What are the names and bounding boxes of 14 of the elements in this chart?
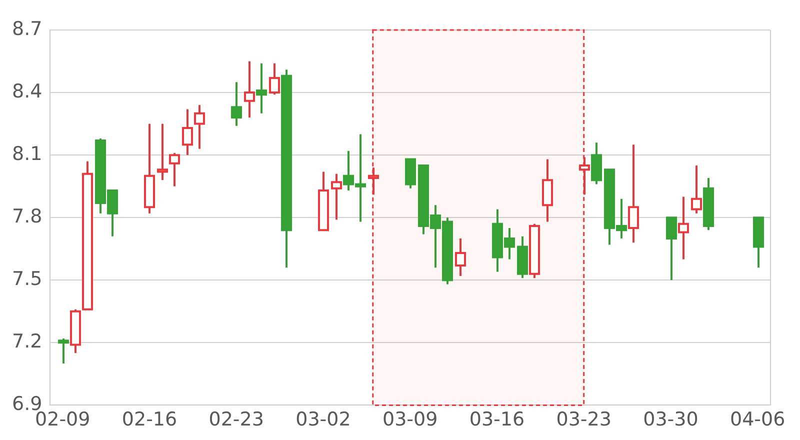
x-tick-label: 03-02 [296,408,351,431]
x-tick-label: 02-16 [122,408,178,431]
x-tick-label: 02-23 [208,408,264,431]
y-tick-label: 7.8 [12,206,42,228]
x-tick-label: 03-09 [382,408,438,431]
y-tick-label: 8.4 [12,80,42,102]
x-tick-label: 03-16 [469,408,525,431]
y-tick-label: 8.7 [12,18,42,40]
y-tick-label: 7.5 [12,268,42,290]
x-tick-label: 03-23 [556,408,612,431]
y-tick-label: 8.1 [12,143,42,166]
x-tick-label: 03-30 [643,408,698,431]
y-tick-label: 7.2 [12,330,42,353]
x-tick-label: 04-06 [730,408,786,431]
